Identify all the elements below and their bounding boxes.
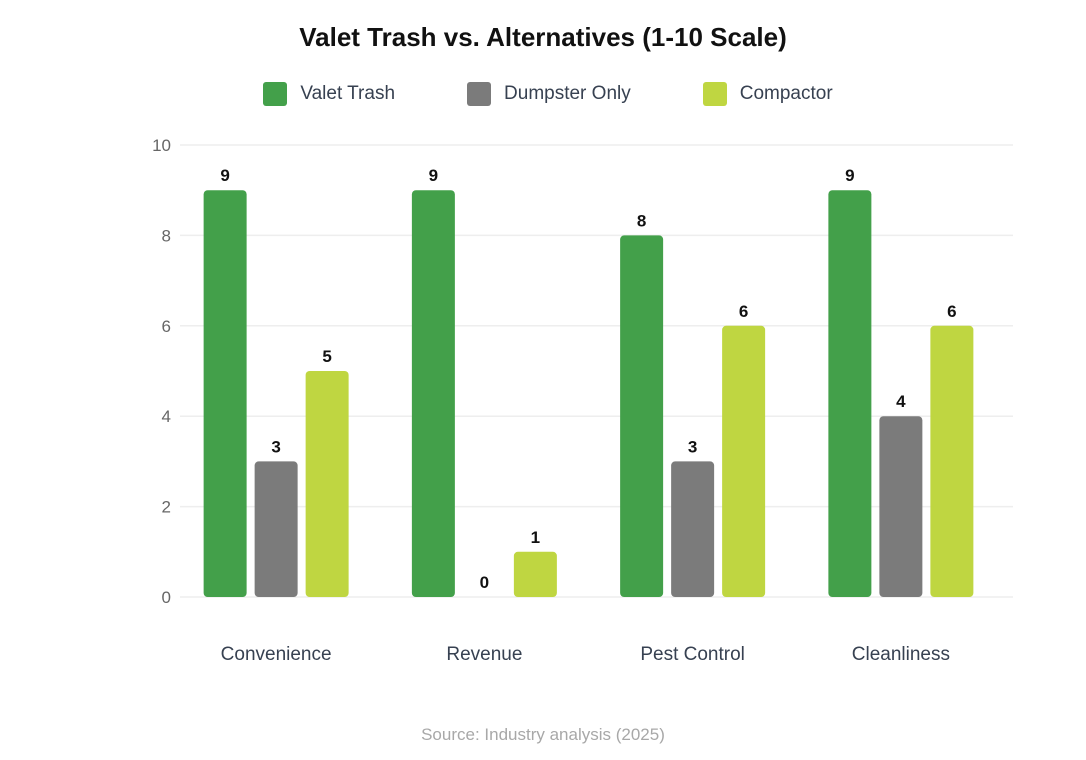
legend-label: Valet Trash <box>300 83 396 104</box>
data-label: 3 <box>271 437 280 456</box>
bar <box>620 235 664 597</box>
data-label: 0 <box>480 573 489 592</box>
legend-item-compactor[interactable]: Compactor <box>702 82 833 106</box>
bar <box>930 325 974 597</box>
data-label: 9 <box>845 166 854 185</box>
bar <box>722 325 766 597</box>
bar <box>411 190 455 597</box>
y-tick-label: 10 <box>152 136 171 155</box>
legend-swatch <box>467 82 492 106</box>
legend-item-valet-trash[interactable]: Valet Trash <box>263 82 395 106</box>
legend-label: Dumpster Only <box>504 83 631 104</box>
bar <box>671 461 715 597</box>
legend-swatch <box>702 82 727 106</box>
legend-label: Compactor <box>739 83 833 104</box>
y-tick-label: 0 <box>162 588 171 607</box>
data-label: 6 <box>947 302 956 321</box>
y-tick-label: 6 <box>162 317 171 336</box>
chart-title: Valet Trash vs. Alternatives (1-10 Scale… <box>299 22 787 52</box>
bar <box>513 551 557 597</box>
data-label: 4 <box>896 392 906 411</box>
bar <box>254 461 298 597</box>
y-tick-label: 8 <box>162 226 171 245</box>
legend-item-dumpster-only[interactable]: Dumpster Only <box>467 82 631 106</box>
x-tick-label: Cleanliness <box>852 644 950 665</box>
bar <box>305 371 349 597</box>
data-label: 3 <box>688 437 697 456</box>
data-label: 5 <box>322 347 331 366</box>
data-label: 9 <box>220 166 229 185</box>
x-tick-label: Revenue <box>446 644 522 665</box>
source-note: Source: Industry analysis (2025) <box>421 725 665 744</box>
y-tick-label: 2 <box>162 498 171 517</box>
data-label: 8 <box>637 211 646 230</box>
y-tick-label: 4 <box>162 407 171 426</box>
bar <box>879 416 923 597</box>
x-tick-label: Convenience <box>221 644 332 665</box>
bar <box>203 190 247 597</box>
legend-swatch <box>263 82 288 106</box>
data-label: 6 <box>739 302 748 321</box>
data-label: 9 <box>429 166 438 185</box>
bar <box>828 190 872 597</box>
x-tick-label: Pest Control <box>640 644 745 665</box>
data-label: 1 <box>531 528 540 547</box>
legend: Valet Trash Dumpster Only Compactor <box>0 82 1086 106</box>
